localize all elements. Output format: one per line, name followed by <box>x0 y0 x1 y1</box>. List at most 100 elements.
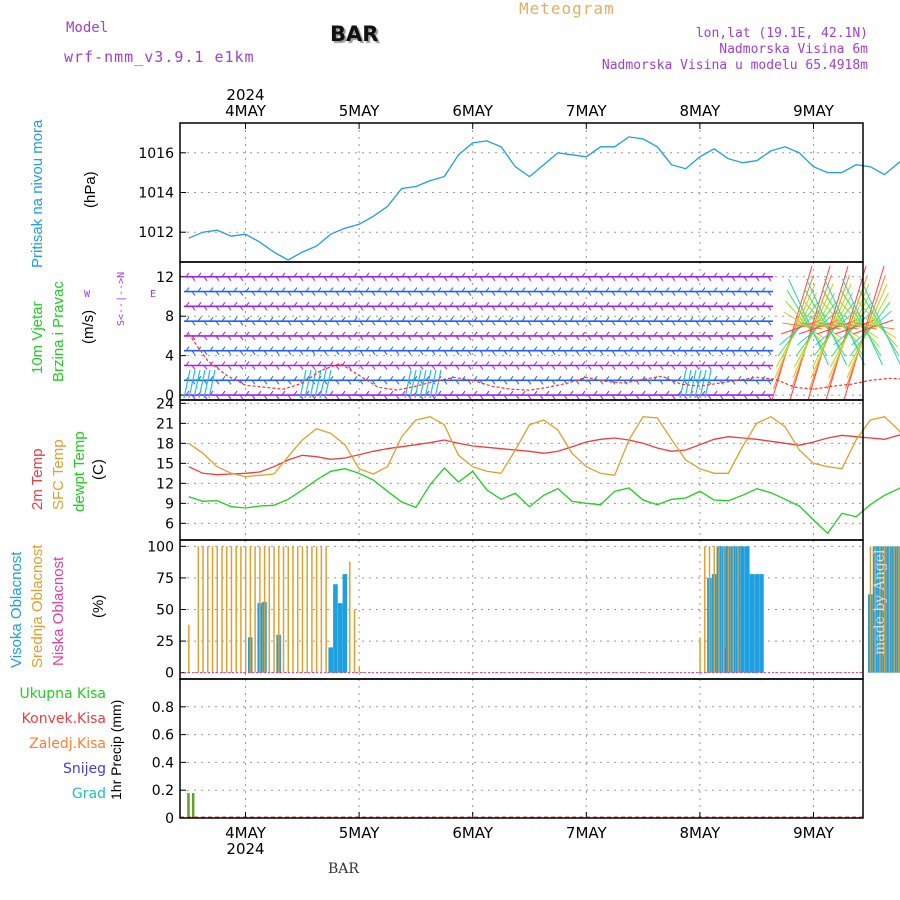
cloud-high-bar <box>333 584 338 673</box>
wind-barb <box>299 291 304 296</box>
wind-barb <box>245 331 250 337</box>
wind-barb <box>473 361 478 366</box>
temp-dewpt-line <box>188 467 900 535</box>
wind-barb <box>305 272 310 278</box>
wind-barb <box>197 361 202 366</box>
wind-compass-w: W <box>84 289 91 300</box>
wind-barb <box>419 335 424 341</box>
wind-barb <box>485 316 490 322</box>
wind-barb <box>197 316 202 322</box>
wind-barb <box>377 390 382 396</box>
cloud-mid-bar <box>320 546 323 673</box>
wind-barb <box>191 335 196 341</box>
wind-barb <box>221 390 226 396</box>
wind-barb <box>395 276 400 282</box>
wind-barb <box>653 390 658 396</box>
wind-barb <box>533 375 538 381</box>
cloud-mid-bar <box>235 546 237 673</box>
wind-barb <box>605 361 610 366</box>
wind-barb <box>497 390 502 396</box>
wind-barb <box>329 375 334 381</box>
wind-barb <box>323 379 328 385</box>
wind-barb <box>587 379 592 385</box>
wind-barb <box>281 361 286 366</box>
wind-barb <box>755 335 760 341</box>
wind-barb <box>269 287 274 292</box>
wind-barb <box>816 319 858 335</box>
wind-barb <box>683 320 688 326</box>
wind-barb <box>437 272 442 278</box>
wind-barb <box>389 316 394 322</box>
wind-barb <box>557 390 562 396</box>
wind-barb <box>713 316 718 322</box>
wind-barb <box>311 291 316 296</box>
wind-barb <box>275 276 280 282</box>
wind-barb <box>695 306 700 311</box>
wind-barb <box>509 375 514 381</box>
wind-barb <box>305 361 310 366</box>
wind-barb <box>305 390 310 396</box>
wind-barb <box>786 289 828 357</box>
wind-barb <box>311 350 316 356</box>
wind-barb <box>347 394 352 400</box>
temp-sfc-label: SFC Temp <box>50 439 67 510</box>
wind-barb <box>335 320 340 326</box>
wind-barb <box>677 331 682 337</box>
wind-barb <box>257 346 262 352</box>
wind-barb <box>569 316 574 322</box>
wind-barb <box>431 335 436 341</box>
wind-barb <box>527 306 532 311</box>
wind-barb <box>198 369 206 399</box>
wind-barb <box>371 306 376 311</box>
wind-barb <box>575 306 580 311</box>
wind-barb <box>515 306 520 311</box>
wind-barb <box>281 302 286 307</box>
wind-barb <box>491 306 496 311</box>
wind-barb <box>353 272 358 278</box>
wind-barb <box>563 350 568 356</box>
wind-barb <box>497 316 502 322</box>
wind-barb <box>467 291 472 296</box>
wind-barb <box>725 272 730 278</box>
wind-barb <box>683 306 688 311</box>
wind-barb <box>857 300 898 348</box>
y-tick-label: 0 <box>165 666 174 682</box>
wind-barb <box>845 274 886 390</box>
wind-barb <box>413 316 418 322</box>
wind-barb <box>641 361 646 366</box>
wind-barb <box>545 302 550 307</box>
cloud-mid-bar <box>301 546 304 673</box>
wind-barb <box>677 346 682 352</box>
wind-barb <box>395 320 400 326</box>
wind-barb <box>539 394 544 400</box>
wind-barb <box>593 316 598 322</box>
wind-barb <box>719 276 724 282</box>
wind-barb <box>461 331 466 337</box>
wind-barb <box>635 320 640 326</box>
wind-barb <box>335 394 340 400</box>
wind-barb <box>641 272 646 278</box>
wind-barb <box>293 375 298 381</box>
cloud-high-bar <box>749 574 755 673</box>
cloud-mid-bar <box>727 546 730 673</box>
wind-barb <box>293 302 298 307</box>
wind-barb <box>395 291 400 296</box>
wind-barb <box>713 375 718 381</box>
wind-barb <box>641 302 646 307</box>
wind-barb <box>635 306 640 311</box>
wind-barb <box>347 320 352 326</box>
wind-barb <box>407 394 412 400</box>
wind-barb <box>304 369 312 399</box>
wind-barb <box>581 302 586 307</box>
wind-barb <box>635 350 640 356</box>
wind-barb <box>485 302 490 307</box>
cloud-mid-bar <box>240 546 242 673</box>
wind-barb <box>239 306 244 311</box>
wind-barb <box>539 276 544 282</box>
wind-barb <box>515 320 520 326</box>
day-label-bottom: 8MAY <box>680 824 722 842</box>
wind-barb <box>324 369 332 399</box>
wind-barb <box>677 316 682 322</box>
wind-barb <box>251 350 256 356</box>
wind-barb <box>437 287 442 292</box>
